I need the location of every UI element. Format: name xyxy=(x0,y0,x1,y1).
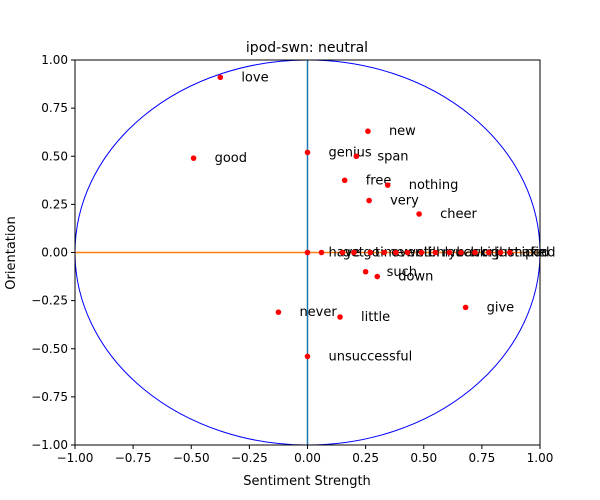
x-tick-label: 0.25 xyxy=(352,451,379,465)
y-tick-label: −0.25 xyxy=(31,294,68,308)
data-label-make: make xyxy=(510,246,546,261)
chart-title: ipod-swn: neutral xyxy=(246,40,368,56)
data-point-get xyxy=(318,249,325,256)
data-label-very: very xyxy=(390,194,419,209)
data-label-unsuccessful: unsuccessful xyxy=(329,349,413,364)
x-tick-label: −0.75 xyxy=(115,451,152,465)
data-label-love: love xyxy=(241,70,268,85)
data-label-well: well xyxy=(405,246,431,261)
x-tick-label: −0.50 xyxy=(173,451,210,465)
data-point-unsuccessful xyxy=(304,353,311,360)
data-label-down: down xyxy=(398,270,433,285)
data-point-have xyxy=(304,249,311,256)
y-tick-label: −0.50 xyxy=(31,342,68,356)
data-point-right xyxy=(458,249,464,256)
data-label-such: such xyxy=(387,265,417,280)
data-point-span xyxy=(353,153,360,160)
data-label-only: only xyxy=(428,246,456,261)
data-label-right: right xyxy=(482,246,513,261)
data-label-little: little xyxy=(361,310,390,325)
x-tick-label: −1.00 xyxy=(57,451,94,465)
data-point-nothing xyxy=(384,182,391,188)
data-label-ipod: ipod xyxy=(521,246,549,261)
y-tick-label: −0.75 xyxy=(31,390,68,404)
data-label-never: never xyxy=(299,305,337,320)
y-tick-label: 0.25 xyxy=(41,197,68,211)
data-point-time xyxy=(351,249,357,256)
data-point-little xyxy=(337,314,343,320)
data-label-span: span xyxy=(377,149,408,164)
data-point-new xyxy=(365,128,371,135)
data-label-time: time xyxy=(375,246,404,261)
data-point-still xyxy=(393,249,399,256)
data-label-nothing: nothing xyxy=(409,178,459,193)
data-label-find: find xyxy=(531,246,556,261)
data-point-go xyxy=(339,249,346,256)
x-tick-label: 1.00 xyxy=(527,451,554,465)
data-point-love xyxy=(217,74,224,81)
data-label-genius: genius xyxy=(329,145,372,160)
data-point-even xyxy=(367,249,374,256)
x-axis-label: Sentiment Strength xyxy=(243,474,371,489)
data-label-new: new xyxy=(389,124,416,139)
data-point-only xyxy=(404,249,411,256)
data-label-good: good xyxy=(215,151,247,166)
y-tick-label: −1.00 xyxy=(31,438,68,452)
y-tick-label: 1.00 xyxy=(41,53,68,67)
data-point-find xyxy=(506,249,513,256)
x-tick-label: 0.50 xyxy=(410,451,437,465)
data-point-down xyxy=(374,273,381,280)
data-point-never xyxy=(275,309,282,315)
x-tick-label: −0.25 xyxy=(231,451,268,465)
data-point-well xyxy=(381,249,388,256)
x-tick-label: 0.00 xyxy=(294,451,321,465)
data-point-such xyxy=(362,268,369,275)
data-label-still: still xyxy=(417,246,440,261)
data-point-very xyxy=(366,197,372,204)
y-tick-label: 0.00 xyxy=(41,246,68,260)
y-tick-label: 0.75 xyxy=(41,101,68,115)
data-label-cheer: cheer xyxy=(440,207,477,222)
data-point-just xyxy=(472,249,478,256)
data-point-free xyxy=(341,177,348,184)
data-point-give xyxy=(462,304,469,311)
data-label-give: give xyxy=(487,300,515,315)
data-point-work xyxy=(446,249,453,256)
data-point-back xyxy=(432,249,439,256)
y-axis-label: Orientation xyxy=(4,216,19,289)
data-label-back: back xyxy=(456,246,487,261)
data-point-genius xyxy=(304,149,311,156)
data-point-cheer xyxy=(416,211,422,217)
data-point-much xyxy=(418,249,425,256)
y-tick-label: 0.50 xyxy=(41,149,68,163)
x-tick-label: 0.75 xyxy=(469,451,496,465)
data-point-make xyxy=(486,249,492,256)
data-label-free: free xyxy=(366,173,392,188)
data-point-good xyxy=(190,155,197,161)
data-point-ipod xyxy=(497,249,504,256)
